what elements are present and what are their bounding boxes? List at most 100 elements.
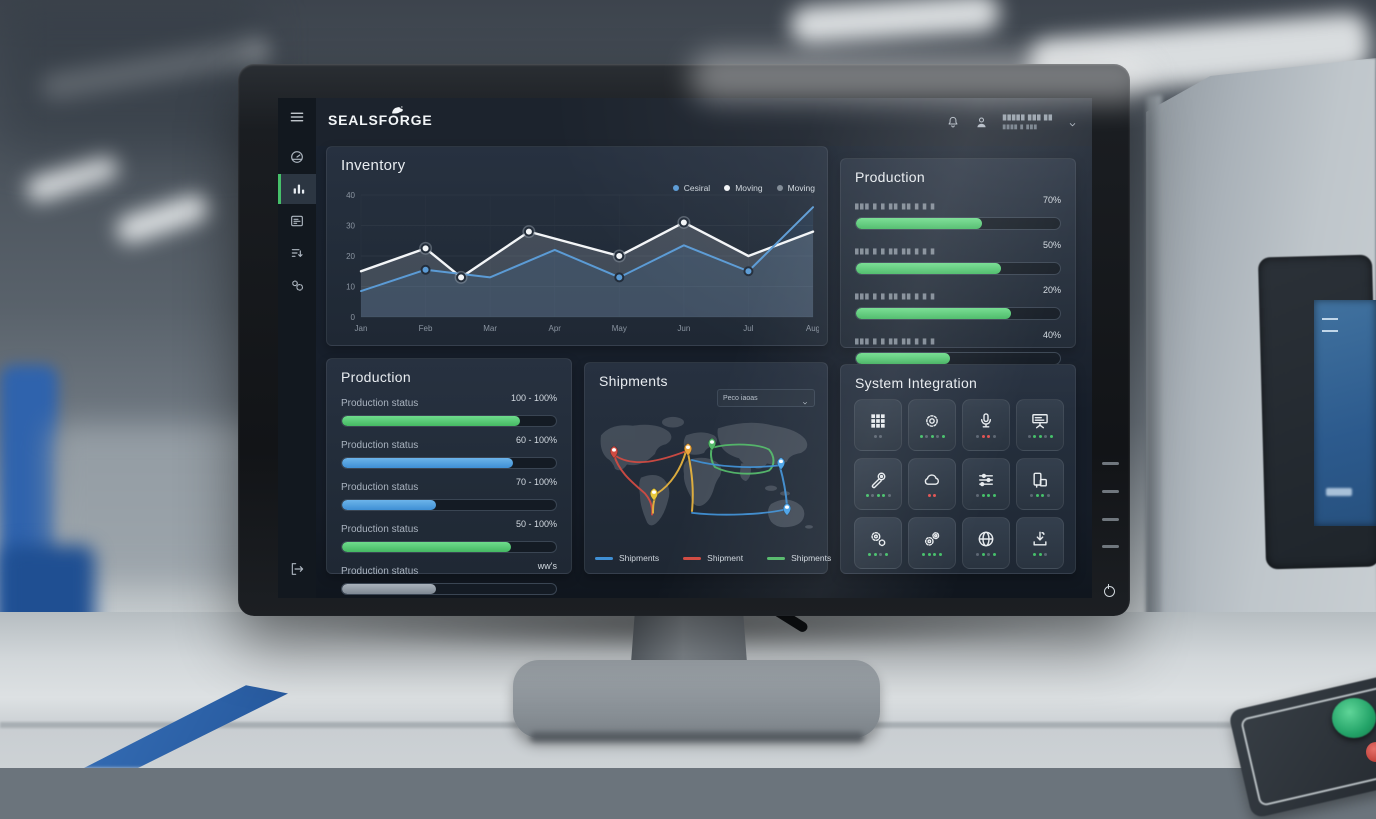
- progress-bar-fill: [342, 458, 514, 468]
- sidebar-item-report[interactable]: [278, 206, 316, 236]
- progress-bar-fill: [342, 500, 437, 510]
- presentation-icon: [1030, 411, 1050, 431]
- status-dot: [941, 435, 945, 438]
- shipment-routes: [613, 443, 788, 516]
- tile-status-dots: [1033, 553, 1047, 557]
- svg-text:20: 20: [346, 252, 355, 261]
- route-blue: [779, 466, 788, 507]
- shipments-filter-dropdown[interactable]: Peco iaoas: [717, 389, 815, 407]
- legend-label: Moving: [735, 183, 763, 193]
- progress-bar-track: [341, 415, 557, 427]
- integration-tile-microphone[interactable]: [962, 399, 1010, 451]
- menu-toggle-button[interactable]: [278, 104, 316, 130]
- production-row-label: ███ █ █ ██ ██ █ █ █: [855, 204, 936, 210]
- status-dot: [882, 494, 885, 497]
- progress-bar-track: [341, 541, 557, 553]
- legend-line: [683, 556, 702, 560]
- user-avatar-icon[interactable]: [974, 115, 989, 130]
- production-row: ███ █ █ ██ ██ █ █ █ 50%: [855, 240, 1061, 275]
- status-dot: [871, 494, 874, 497]
- production-row-label: ███ █ █ ██ ██ █ █ █: [855, 339, 936, 345]
- progress-bar-track: [855, 217, 1061, 230]
- integration-tile-presentation[interactable]: [1016, 399, 1064, 451]
- integration-tile-cloud[interactable]: [908, 458, 956, 510]
- status-dot: [873, 435, 877, 438]
- shipments-panel: Shipments Peco iaoas: [584, 362, 832, 574]
- status-dot: [981, 494, 985, 497]
- legend-label: Shipments: [791, 553, 832, 563]
- legend-dot: [724, 185, 731, 191]
- legend-item: Moving: [776, 183, 815, 193]
- svg-text:Aug: Aug: [806, 324, 819, 333]
- svg-text:0: 0: [351, 313, 356, 322]
- integration-tile-sliders[interactable]: [962, 458, 1010, 510]
- route-red: [613, 450, 687, 463]
- production-right-panel: Production ███ █ █ ██ ██ █ █ █ 70% ███ █ █…: [840, 158, 1076, 365]
- status-dot: [981, 435, 985, 438]
- integration-tile-devices[interactable]: [1016, 458, 1064, 510]
- status-dot: [930, 435, 934, 438]
- status-dot: [938, 553, 942, 556]
- red-physical-button: [1366, 742, 1376, 762]
- sidebar-logout-button[interactable]: [278, 554, 316, 584]
- progress-bar-fill: [342, 584, 437, 594]
- user-role-redacted: ████ █ ███: [1002, 123, 1038, 129]
- integration-tile-gears-pair[interactable]: [908, 517, 956, 569]
- notification-bell-icon[interactable]: [946, 115, 960, 129]
- route-yellow: [687, 452, 694, 512]
- tile-status-dots: [919, 435, 945, 439]
- sidebar-item-gauge[interactable]: [278, 142, 316, 172]
- system-integration-panel: System Integration: [840, 364, 1076, 574]
- production-left-panel: Production Production status 100 - 100% Pr…: [326, 358, 572, 595]
- integration-tile-download[interactable]: [1016, 517, 1064, 569]
- map-pin: [649, 487, 659, 501]
- sliders-icon: [976, 470, 996, 490]
- status-dot: [987, 435, 991, 438]
- status-dot: [1044, 435, 1047, 438]
- route-blue: [691, 508, 787, 516]
- progress-bar-track: [855, 307, 1061, 320]
- legend-dot: [776, 185, 783, 191]
- tile-status-dots: [927, 494, 937, 498]
- integration-tile-gear[interactable]: [908, 399, 956, 451]
- chevron-down-icon[interactable]: [1067, 117, 1078, 128]
- top-header: SEALSFORGE █████ ███ ██ ████ █ ███: [316, 98, 1092, 147]
- flow-icon: [289, 245, 305, 261]
- production-row: Production status 70 - 100%: [341, 477, 557, 511]
- production-row-value: ww's: [537, 561, 557, 571]
- dropdown-label: Peco iaoas: [723, 394, 758, 402]
- production-row: Production status 60 - 100%: [341, 435, 557, 469]
- status-dot: [927, 494, 931, 497]
- progress-bar-fill: [856, 263, 1001, 274]
- status-dot: [873, 553, 877, 556]
- integration-tile-gears-duo[interactable]: [854, 517, 902, 569]
- tile-status-dots: [1027, 435, 1053, 439]
- integration-tile-wrench[interactable]: [854, 458, 902, 510]
- hamburger-icon: [288, 108, 306, 126]
- svg-text:30: 30: [346, 222, 355, 231]
- monitor-stand-base: [513, 660, 880, 738]
- status-dot: [976, 435, 980, 438]
- sidebar-item-flow[interactable]: [278, 238, 316, 268]
- sidebar-item-gears[interactable]: [278, 270, 316, 300]
- integration-tile-globe[interactable]: [962, 517, 1010, 569]
- sidebar-item-bar-chart[interactable]: [278, 174, 316, 204]
- svg-text:40: 40: [346, 191, 355, 200]
- stand-base-shadow: [530, 732, 864, 742]
- status-dot: [927, 553, 931, 556]
- status-dot: [976, 553, 980, 556]
- production-row-value: 70%: [1042, 195, 1061, 205]
- status-dot: [884, 553, 888, 556]
- progress-bar-fill: [856, 308, 1012, 319]
- status-dot: [1041, 494, 1045, 497]
- system-integration-title: System Integration: [855, 375, 978, 391]
- production-right-title: Production: [855, 169, 925, 185]
- osd-button: [1102, 490, 1119, 493]
- legend-label: Shipments: [619, 553, 660, 563]
- svg-text:Jul: Jul: [743, 324, 753, 333]
- integration-tile-app-grid[interactable]: [854, 399, 902, 451]
- status-dot: [879, 435, 883, 438]
- status-dot: [1033, 553, 1036, 556]
- dashboard-screen: SEALSFORGE █████ ███ ██ ████ █ ███ Inven…: [278, 98, 1092, 598]
- brand-logo: SEALSFORGE: [328, 106, 432, 128]
